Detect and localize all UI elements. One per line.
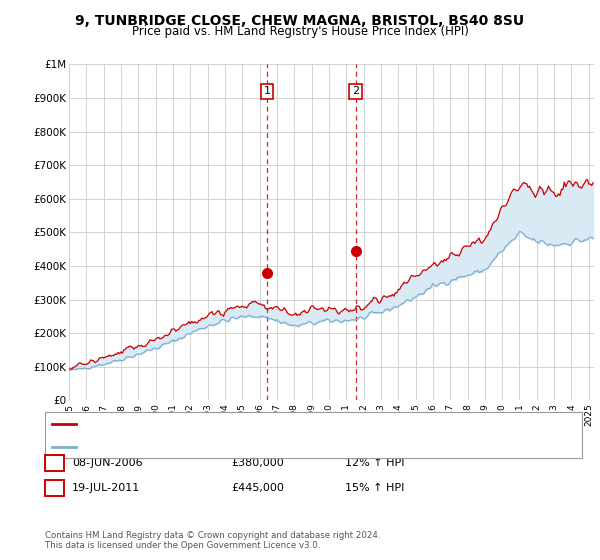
Text: 1: 1 [264,86,271,96]
Text: 12% ↑ HPI: 12% ↑ HPI [345,458,404,468]
Text: 08-JUN-2006: 08-JUN-2006 [72,458,143,468]
Text: £380,000: £380,000 [231,458,284,468]
Text: Price paid vs. HM Land Registry's House Price Index (HPI): Price paid vs. HM Land Registry's House … [131,25,469,38]
Text: 2: 2 [51,481,58,494]
Text: Contains HM Land Registry data © Crown copyright and database right 2024.
This d: Contains HM Land Registry data © Crown c… [45,531,380,550]
Text: 9, TUNBRIDGE CLOSE, CHEW MAGNA, BRISTOL, BS40 8SU: 9, TUNBRIDGE CLOSE, CHEW MAGNA, BRISTOL,… [76,14,524,28]
Text: 9, TUNBRIDGE CLOSE, CHEW MAGNA, BRISTOL, BS40 8SU (detached house): 9, TUNBRIDGE CLOSE, CHEW MAGNA, BRISTOL,… [81,419,460,430]
Text: 1: 1 [51,456,58,470]
Text: HPI: Average price, detached house, Bath and North East Somerset: HPI: Average price, detached house, Bath… [81,442,417,452]
Text: 15% ↑ HPI: 15% ↑ HPI [345,483,404,493]
Text: 19-JUL-2011: 19-JUL-2011 [72,483,140,493]
Text: £445,000: £445,000 [231,483,284,493]
Text: 2: 2 [352,86,359,96]
